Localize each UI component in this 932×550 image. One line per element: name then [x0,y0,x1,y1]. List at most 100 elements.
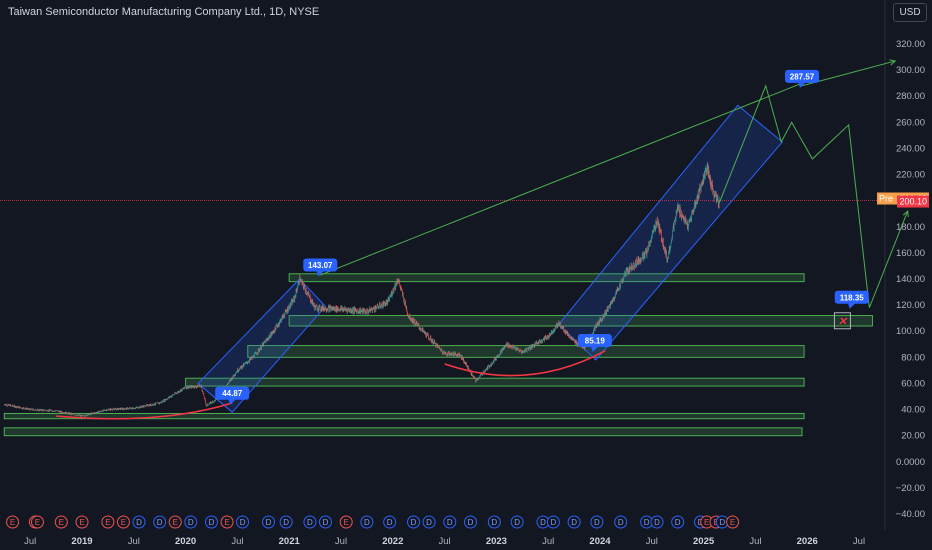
support-zone [3,427,803,437]
event-marker-label: D [323,518,329,527]
event-marker-label: D [209,518,215,527]
event-marker [318,515,332,529]
last-price-tag [897,195,929,208]
event-marker-label: D [644,518,650,527]
y-tick-label: 40.00 [901,405,925,416]
event-marker-label: D [157,518,163,527]
event-marker [383,515,397,529]
accumulation-arc [444,350,606,377]
event-marker-label: E [59,518,64,527]
trend-line [320,82,803,276]
price-callout-label: 287.57 [790,72,815,81]
y-tick-label: 300.00 [896,65,925,76]
event-marker-label: D [364,518,370,527]
event-marker [279,515,293,529]
event-marker-label: D [136,518,142,527]
y-tick-label: 160.00 [896,248,925,259]
invalidation-x-icon: ✕ [838,316,848,328]
event-marker [546,515,560,529]
y-tick-label: 80.00 [901,352,925,363]
event-marker-label: E [224,518,229,527]
event-marker [360,515,374,529]
x-tick-label: 2025 [693,536,715,547]
x-tick-label: 2023 [486,536,507,547]
x-tick-label: 2020 [175,536,196,547]
event-marker-label: E [105,518,110,527]
y-tick-label: 260.00 [896,117,925,128]
event-marker-label: E [79,518,84,527]
event-marker-label: E [344,518,349,527]
chart-title: Taiwan Semiconductor Manufacturing Compa… [8,6,320,18]
event-marker-label: D [188,518,194,527]
target-arrowhead [889,59,897,66]
event-marker [116,515,130,529]
price-callout-label: 143.07 [308,261,333,270]
support-zone [247,345,805,358]
event-marker-label: D [468,518,474,527]
event-marker [303,515,317,529]
x-tick-label: Jul [439,536,451,547]
event-marker [261,515,275,529]
event-marker-label: D [387,518,393,527]
event-marker [30,515,44,529]
event-marker [407,515,421,529]
event-marker-label: E [730,518,735,527]
invalidation-box [833,312,851,330]
support-zone [185,377,805,387]
event-marker-label: D [307,518,313,527]
x-tick-label: Jul [853,536,865,547]
currency-button[interactable]: USD [893,3,927,22]
event-marker-label: D [491,518,497,527]
pre-market-label: Pre [879,194,893,204]
event-marker-label: E [121,518,126,527]
event-marker [650,515,664,529]
event-marker-label: D [571,518,577,527]
event-marker [464,515,477,529]
y-tick-label: 0.0000 [896,457,925,468]
y-tick-label: 180.00 [896,222,925,233]
callout-pointer [798,81,807,88]
event-marker-label: D [411,518,417,527]
candles [4,161,720,418]
projection-arrowhead [902,210,909,218]
x-tick-label: 2026 [797,536,818,547]
price-callout [785,69,820,83]
event-marker-label: D [514,518,520,527]
event-marker-label: D [426,518,432,527]
x-tick-label: Jul [128,536,140,547]
y-tick-label: −20.00 [896,483,925,494]
event-marker-label: D [540,518,546,527]
event-marker-label: E [35,518,40,527]
event-marker [671,515,685,529]
price-callout [303,258,338,272]
event-marker [236,515,250,529]
event-marker-label: E [10,518,15,527]
event-marker-label: D [447,518,453,527]
support-zone [288,273,805,283]
price-callout [834,290,869,304]
price-callout-label: 85.19 [585,337,606,346]
x-tick-label: Jul [231,536,243,547]
event-marker-label: D [594,518,600,527]
y-tick-label: 280.00 [896,91,925,102]
x-tick-label: Jul [749,536,761,547]
y-tick-label: 240.00 [896,143,925,154]
event-marker-label: E [173,518,178,527]
support-zone [3,412,805,420]
event-marker [487,515,501,529]
event-marker [132,515,146,529]
y-tick-label: 60.00 [901,378,925,389]
price-callout [215,386,250,400]
event-marker-label: D [675,518,681,527]
event-marker [339,515,353,529]
x-tick-label: 2024 [589,536,611,547]
x-tick-label: Jul [646,536,658,547]
x-tick-label: 2021 [279,536,301,547]
event-marker-label: D [719,518,725,527]
price-callout-label: 44.87 [222,389,243,398]
y-tick-label: 20.00 [901,431,925,442]
last-price-label: 200.10 [899,197,927,207]
event-marker-label: D [654,518,660,527]
